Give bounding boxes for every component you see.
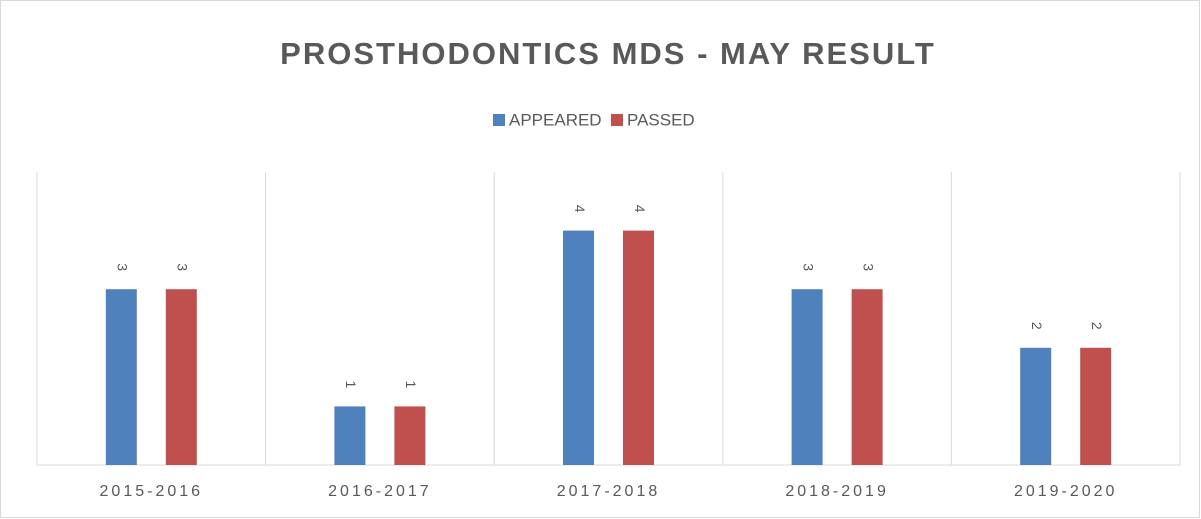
bar [851, 289, 883, 465]
x-tick-label: 2018-2019 [785, 483, 889, 500]
data-label: 3 [860, 263, 876, 271]
chart-title: PROSTHODONTICS MDS - MAY RESULT [280, 36, 936, 71]
bar [394, 406, 426, 465]
legend-label: PASSED [627, 110, 695, 129]
legend-swatch [493, 114, 505, 126]
x-tick-label: 2019-2020 [1014, 483, 1118, 500]
bar [1080, 347, 1112, 465]
bar [165, 289, 197, 465]
bar [1020, 347, 1052, 465]
x-tick-label: 2016-2017 [328, 483, 432, 500]
data-label: 2 [1089, 322, 1105, 330]
data-label: 3 [175, 263, 191, 271]
data-label: 1 [403, 381, 419, 389]
bar [623, 230, 654, 465]
bar [105, 289, 137, 465]
legend-label: APPEARED [509, 110, 602, 129]
legend-swatch [611, 114, 623, 126]
x-tick-label: 2015-2016 [100, 483, 204, 500]
data-label: 4 [572, 205, 588, 213]
data-label: 4 [632, 205, 648, 213]
data-label: 3 [800, 263, 816, 271]
data-label: 3 [115, 263, 131, 271]
data-label: 1 [343, 381, 359, 389]
bar [563, 230, 594, 465]
bar [791, 289, 823, 465]
data-label: 2 [1029, 322, 1045, 330]
x-tick-label: 2017-2018 [557, 483, 661, 500]
bar [334, 406, 366, 465]
